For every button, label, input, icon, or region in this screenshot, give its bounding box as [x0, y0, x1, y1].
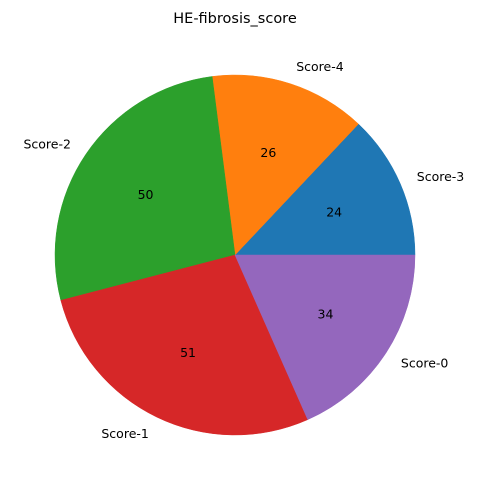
- pie-category-label: Score-3: [417, 169, 464, 184]
- pie-value-label: 51: [180, 345, 196, 360]
- pie-slice-score-2: [54, 76, 236, 301]
- pie-value-label: 50: [138, 187, 154, 202]
- pie-slice-score-3: [234, 123, 416, 256]
- pie-value-label: 26: [260, 145, 276, 160]
- pie-value-label: 34: [318, 306, 334, 321]
- pie-slices: [54, 74, 416, 436]
- pie-labels: 24 Score-3 26 Score-4 50 Score-2 51 Score-1 34 Sc…: [23, 59, 464, 441]
- chart-title: HE-fibrosis_score: [173, 11, 297, 27]
- pie-slice-score-1: [60, 254, 309, 436]
- pie-slice-score-0: [234, 254, 416, 420]
- pie-value-label: 24: [326, 205, 342, 220]
- pie-slice-score-4: [211, 74, 359, 256]
- pie-category-label: Score-2: [23, 137, 70, 152]
- pie-category-label: Score-1: [101, 426, 148, 441]
- pie-category-label: Score-4: [296, 59, 344, 74]
- pie-category-label: Score-0: [401, 356, 449, 371]
